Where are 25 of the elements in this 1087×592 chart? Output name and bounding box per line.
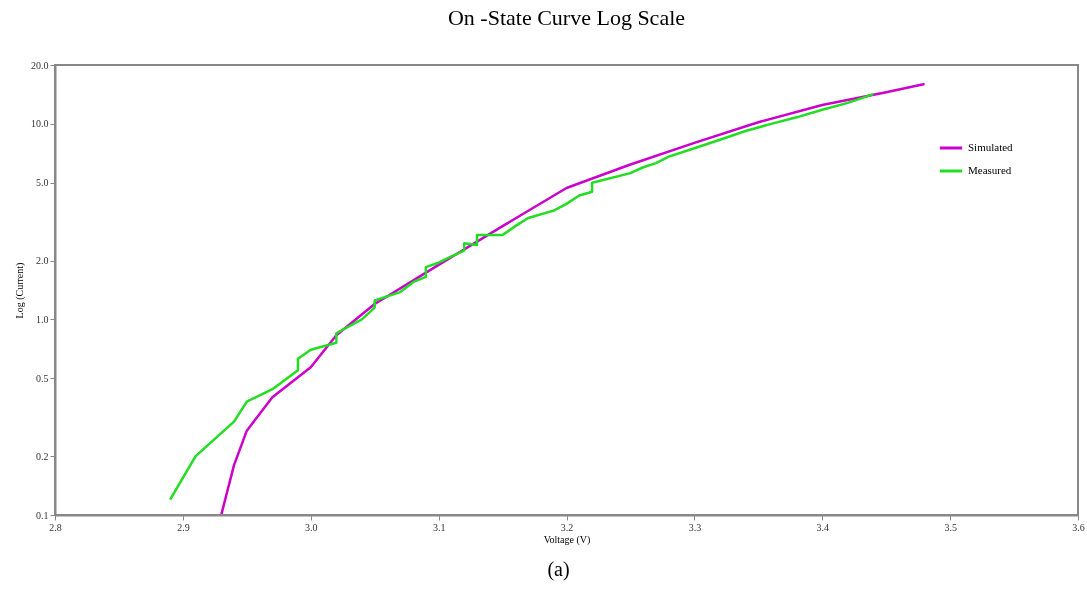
chart-title: On -State Curve Log Scale — [447, 5, 686, 30]
text: (a) — [547, 558, 570, 581]
x-tick-label: 3.0 — [305, 521, 318, 533]
x-axis-title: Voltage (V) — [543, 533, 591, 546]
y-tick-label: 20.0 — [31, 59, 49, 71]
y-tick-label: 0.2 — [36, 450, 49, 462]
x-tick-label: 2.8 — [49, 521, 62, 533]
y-tick-label: 10.0 — [31, 118, 49, 130]
x-tick-label: 3.1 — [432, 521, 446, 533]
y-tick-label: 1.0 — [36, 313, 49, 325]
legend-label: Simulated — [968, 141, 1014, 153]
y-axis-title: Log (Current) — [14, 262, 26, 319]
x-tick-label: 3.2 — [560, 521, 574, 533]
line-series — [168, 92, 875, 501]
x-tick-label: 2.9 — [177, 521, 190, 533]
x-tick-label: 3.5 — [944, 521, 957, 533]
line-series — [219, 82, 926, 515]
y-tick-label: 5.0 — [36, 177, 49, 189]
x-tick-label: 3.6 — [1072, 521, 1085, 533]
y-tick-label: 0.1 — [36, 509, 49, 521]
y-tick-label: 0.5 — [36, 372, 49, 384]
legend-label: Measured — [968, 164, 1012, 176]
y-tick-label: 2.0 — [36, 255, 49, 267]
x-tick-label: 3.3 — [688, 521, 702, 533]
x-tick-label: 3.4 — [816, 521, 829, 533]
